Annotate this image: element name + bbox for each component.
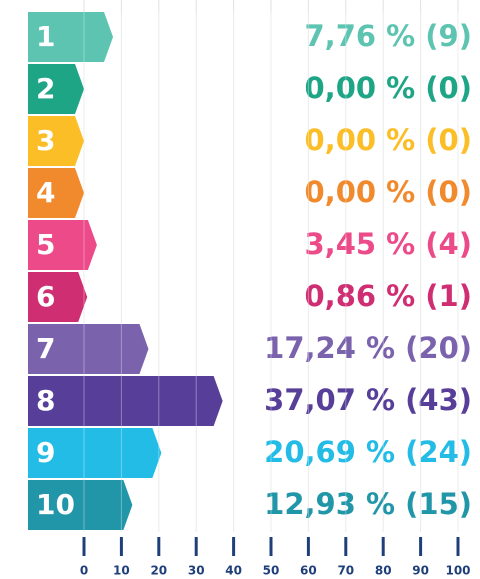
category-label: 3 (36, 124, 55, 157)
category-label: 9 (36, 436, 55, 469)
category-label: 10 (36, 488, 75, 521)
value-label: 20,69 % (24) (264, 435, 472, 469)
category-label: 4 (36, 176, 55, 209)
category-label: 6 (36, 280, 55, 313)
x-tick-label: 50 (263, 564, 280, 578)
value-label: 0,00 % (0) (305, 175, 473, 209)
x-tick-label: 80 (375, 564, 392, 578)
category-label: 8 (36, 384, 55, 417)
x-tick-label: 40 (225, 564, 242, 578)
category-label: 5 (36, 228, 55, 261)
x-tick-label: 20 (150, 564, 167, 578)
bar (28, 324, 149, 374)
value-label: 37,07 % (43) (264, 383, 472, 417)
category-label: 7 (36, 332, 55, 365)
value-label: 0,86 % (1) (305, 279, 473, 313)
bar (28, 12, 114, 62)
x-tick-label: 60 (300, 564, 317, 578)
category-label: 1 (36, 20, 55, 53)
x-tick-label: 30 (188, 564, 205, 578)
bar (28, 272, 88, 322)
bar (28, 64, 84, 114)
value-label: 0,00 % (0) (305, 123, 473, 157)
bar (28, 428, 162, 478)
x-tick-label: 0 (80, 564, 88, 578)
value-label: 7,76 % (9) (305, 19, 473, 53)
value-label: 3,45 % (4) (305, 227, 473, 261)
x-tick-label: 10 (113, 564, 130, 578)
value-label: 0,00 % (0) (305, 71, 473, 105)
bar (28, 480, 133, 530)
x-tick-label: 90 (412, 564, 429, 578)
category-label: 2 (36, 72, 55, 105)
bar (28, 376, 223, 426)
bar (28, 220, 97, 270)
bar (28, 116, 84, 166)
x-tick-label: 70 (337, 564, 354, 578)
value-label: 12,93 % (15) (264, 487, 472, 521)
x-tick-label: 100 (445, 564, 470, 578)
value-label: 17,24 % (20) (264, 331, 472, 365)
bar (28, 168, 84, 218)
